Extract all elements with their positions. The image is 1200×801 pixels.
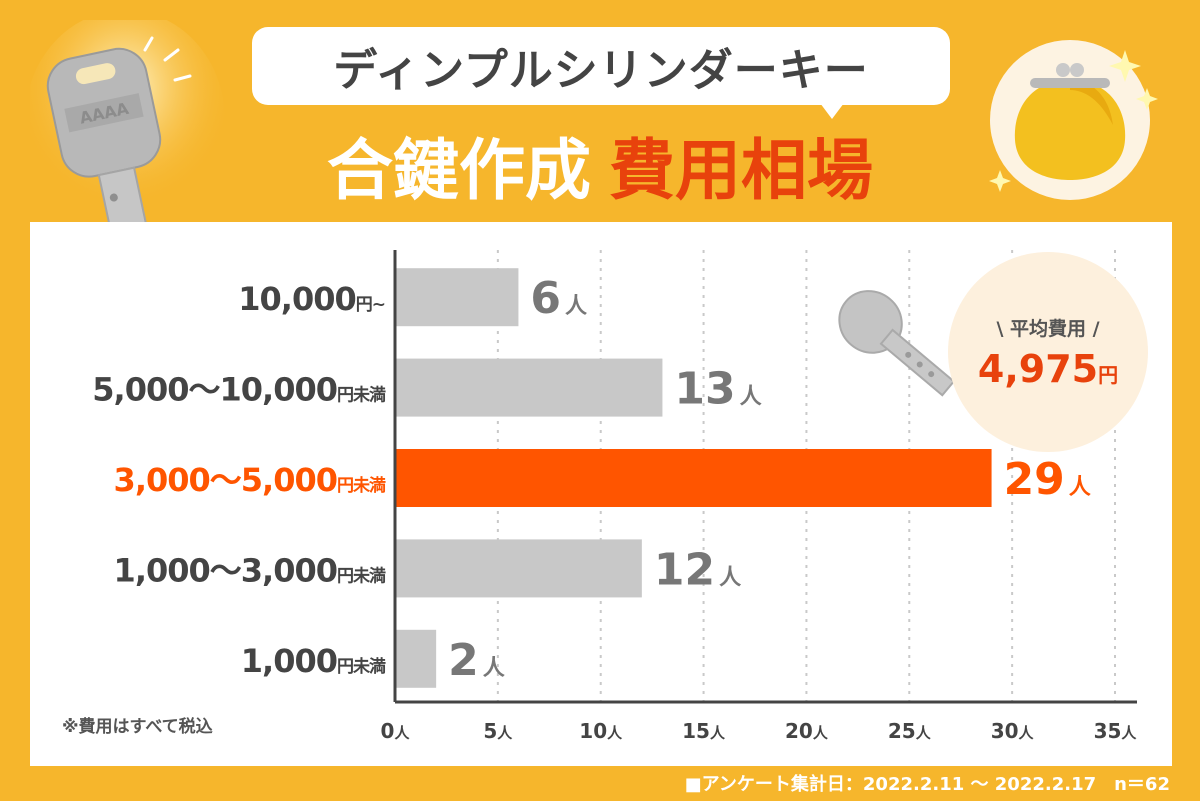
bar-2 [395, 449, 992, 507]
category-suffix-4: 円未満 [337, 656, 386, 677]
bar-0 [395, 268, 519, 327]
category-amount-2: 3,000〜5,000 [114, 461, 337, 499]
small-key-icon [838, 290, 956, 397]
x-tick-unit-0: 人 [394, 724, 410, 742]
bar-4 [395, 629, 437, 688]
x-tick-unit-4: 人 [813, 724, 829, 742]
average-cost-badge: \ 平均費用 / 4,975円 [948, 252, 1148, 452]
x-tick-label-3: 15人 [682, 719, 726, 743]
average-value: 4,975円 [978, 347, 1118, 391]
average-unit: 円 [1098, 362, 1119, 387]
x-tick-label-5: 25人 [888, 719, 932, 743]
page-title-line1: ディンプルシリンダーキー [333, 45, 869, 96]
category-suffix-2: 円未満 [337, 475, 386, 496]
x-tick-label-0: 0人 [381, 719, 411, 743]
bar-value-unit-1: 人 [740, 385, 762, 410]
category-suffix-3: 円未満 [337, 565, 386, 586]
bar-value-label-3: 12 人 [654, 544, 741, 595]
bar-value-unit-4: 人 [483, 656, 505, 681]
bar-value-unit-2: 人 [1069, 475, 1091, 500]
bar-3 [395, 539, 642, 598]
category-suffix-0: 円~ [356, 295, 385, 315]
survey-footer: ■アンケート集計日：2022.2.11 〜 2022.2.17 n＝62 [684, 774, 1170, 795]
bubble-tail [820, 103, 844, 119]
category-amount-4: 1,000 [241, 642, 337, 680]
x-tick-label-2: 10人 [579, 719, 623, 743]
title-red-text: 費用相場 [609, 132, 873, 209]
x-tick-unit-3: 人 [710, 724, 726, 742]
x-tick-unit-5: 人 [916, 724, 932, 742]
title-white-text: 合鍵作成 [327, 132, 591, 209]
title-bubble: ディンプルシリンダーキー [252, 27, 950, 119]
category-label-2: 3,000〜5,000円未満 [114, 461, 386, 499]
bar-1 [395, 358, 663, 417]
x-tick-unit-7: 人 [1121, 724, 1137, 742]
x-tick-label-6: 30人 [991, 719, 1035, 743]
category-label-0: 10,000円~ [238, 280, 385, 318]
bar-value-unit-0: 人 [565, 294, 587, 319]
bar-value-label-2: 29 人 [1004, 454, 1091, 505]
average-amount: 4,975 [977, 346, 1099, 391]
bar-value-label-1: 13 人 [674, 364, 761, 415]
coin-purse-icon [989, 40, 1158, 200]
x-tick-unit-2: 人 [607, 724, 623, 742]
category-suffix-1: 円未満 [337, 385, 386, 406]
category-label-4: 1,000円未満 [241, 642, 386, 680]
x-tick-label-4: 20人 [785, 719, 829, 743]
category-amount-3: 1,000〜3,000 [114, 551, 337, 589]
x-tick-label-7: 35人 [1094, 719, 1138, 743]
category-amount-0: 10,000 [238, 280, 355, 318]
x-tick-unit-6: 人 [1019, 724, 1035, 742]
x-tick-label-1: 5人 [483, 719, 513, 743]
category-label-1: 5,000〜10,000円未満 [92, 371, 386, 409]
category-amount-1: 5,000〜10,000 [92, 371, 337, 409]
average-label: \ 平均費用 / [996, 317, 1100, 340]
page-title-line2: 合鍵作成 費用相場 [200, 120, 1000, 210]
tax-note: ※費用はすべて税込 [62, 717, 213, 737]
category-label-3: 1,000〜3,000円未満 [114, 551, 386, 589]
bar-value-unit-3: 人 [719, 565, 741, 590]
x-tick-unit-1: 人 [497, 724, 513, 742]
